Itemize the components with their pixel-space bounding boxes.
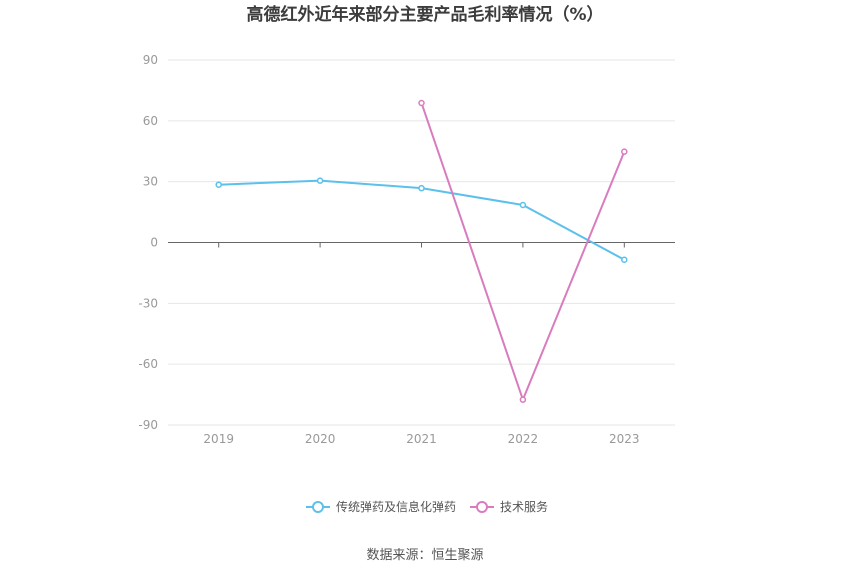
- data-point[interactable]: [418, 184, 425, 192]
- x-tick-label: 2019: [203, 432, 234, 446]
- data-point[interactable]: [519, 201, 527, 209]
- y-tick-label: 30: [143, 175, 158, 189]
- legend-marker-icon: [476, 501, 488, 513]
- y-tick-label: 0: [150, 236, 158, 250]
- y-tick-label: -30: [138, 296, 158, 310]
- series-line: [218, 179, 625, 261]
- x-tick-label: 2021: [406, 432, 437, 446]
- data-point[interactable]: [418, 99, 425, 107]
- axes: 90 60 30 0 -30 -60 -90 2019 2020 2021 2022 2023: [138, 53, 675, 446]
- legend-label: 技术服务: [500, 499, 548, 514]
- series-line: [420, 102, 626, 401]
- y-tick-label: 90: [143, 53, 158, 67]
- data-point[interactable]: [316, 177, 324, 184]
- data-point[interactable]: [621, 148, 628, 155]
- source-note: 数据来源：恒生聚源: [366, 548, 483, 563]
- legend[interactable]: 传统弹药及信息化弹药 技术服务: [306, 499, 548, 514]
- y-tick-label: -90: [138, 418, 158, 432]
- x-tick-label: 2020: [305, 432, 336, 446]
- x-tick-label: 2022: [508, 432, 539, 446]
- legend-item[interactable]: 传统弹药及信息化弹药: [306, 499, 456, 514]
- chart-title: 高德红外近年来部分主要产品毛利率情况（%）: [246, 4, 603, 25]
- legend-label: 传统弹药及信息化弹药: [336, 499, 456, 514]
- data-point[interactable]: [519, 396, 527, 403]
- grid: [168, 59, 675, 426]
- data-point[interactable]: [215, 181, 222, 188]
- legend-marker-icon: [312, 501, 324, 513]
- y-tick-label: 60: [143, 114, 158, 128]
- data-point[interactable]: [621, 256, 628, 263]
- y-tick-label: -60: [138, 357, 158, 371]
- series-layer: [215, 99, 628, 403]
- x-tick-label: 2023: [609, 432, 640, 446]
- legend-item[interactable]: 技术服务: [470, 499, 548, 514]
